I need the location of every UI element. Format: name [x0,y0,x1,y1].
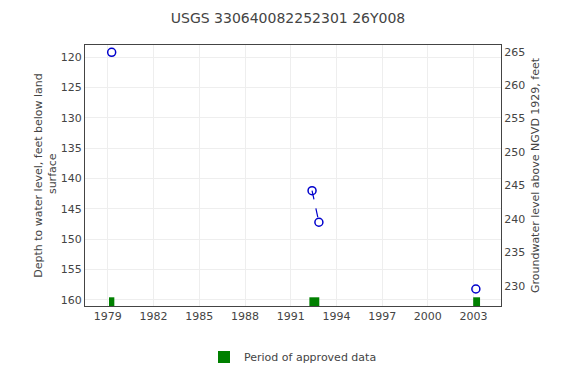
svg-text:265: 265 [504,46,525,59]
svg-text:140: 140 [61,172,82,185]
svg-text:1994: 1994 [322,310,350,323]
svg-text:235: 235 [504,246,525,259]
svg-text:1991: 1991 [277,310,305,323]
svg-text:125: 125 [61,81,82,94]
svg-text:1997: 1997 [368,310,396,323]
svg-text:160: 160 [61,294,82,307]
svg-text:150: 150 [61,233,82,246]
svg-text:255: 255 [504,112,525,125]
svg-text:USGS 330640082252301 26Y008: USGS 330640082252301 26Y008 [171,10,405,26]
svg-text:130: 130 [61,112,82,125]
svg-text:1985: 1985 [185,310,213,323]
svg-text:145: 145 [61,203,82,216]
svg-text:250: 250 [504,146,525,159]
svg-text:135: 135 [61,142,82,155]
svg-text:1979: 1979 [94,310,122,323]
svg-text:120: 120 [61,51,82,64]
svg-text:2000: 2000 [414,310,442,323]
svg-text:Depth to water level, feet bel: Depth to water level, feet below land su… [32,73,59,278]
svg-text:155: 155 [61,263,82,276]
svg-text:1982: 1982 [140,310,168,323]
svg-text:Period of approved data: Period of approved data [244,351,376,364]
svg-text:230: 230 [504,280,525,293]
svg-text:1988: 1988 [231,310,259,323]
svg-text:245: 245 [504,179,525,192]
svg-text:Groundwater level above NGVD 1: Groundwater level above NGVD 1929, feet [529,57,542,293]
svg-text:260: 260 [504,79,525,92]
svg-text:2003: 2003 [460,310,488,323]
svg-text:240: 240 [504,213,525,226]
